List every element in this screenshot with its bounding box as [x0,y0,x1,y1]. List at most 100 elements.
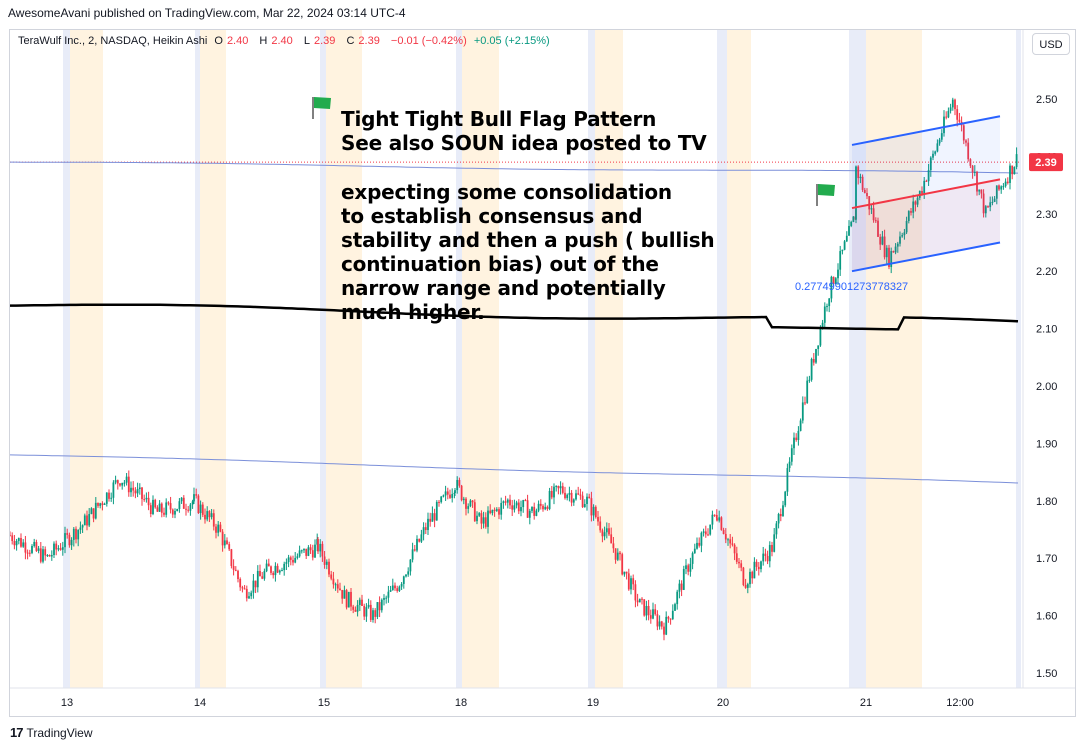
candle-body [239,579,242,588]
candle-body [779,514,782,517]
candle-body [136,488,139,494]
candle-body [1006,181,1009,183]
candle-body [627,573,630,590]
candle-body [819,327,822,346]
open-label: O [214,35,223,47]
premarket-band [462,30,499,688]
candle-body [777,514,780,524]
candle-body [594,506,597,518]
candle-body [112,482,115,498]
candle-body [206,511,209,520]
candle-body [502,501,505,503]
candle-body [766,555,769,562]
candle-body [458,480,461,486]
candle-body [154,499,157,508]
candle-body [197,495,200,514]
currency-button[interactable]: USD [1032,33,1070,55]
session-band [1016,30,1021,688]
candle-body [982,193,985,214]
candle-body [195,494,198,496]
candle-body [746,584,749,588]
candle-body [643,599,646,616]
x-tick-label: 18 [455,697,467,709]
annotation-title[interactable]: Tight Tight Bull Flag Pattern See also S… [341,107,707,155]
candle-body [572,499,575,503]
candle-body [998,185,1000,190]
candle-body [223,540,226,546]
candle-body [823,306,826,323]
candle-body [863,189,866,194]
candle-body [579,494,582,496]
candle-body [250,592,253,597]
candle-body [667,616,670,619]
candle-body [160,503,163,513]
candle-body [874,220,877,222]
candle-body [119,483,121,486]
candle-body [97,502,99,506]
candle-body [378,602,381,611]
session-band [588,30,595,688]
candle-body [354,609,357,612]
annotation-body-line: stability and then a push ( bullish [341,228,715,252]
candle-body [169,503,172,510]
candle-body [254,580,257,588]
candle-body [550,490,553,498]
candle-body [321,543,324,557]
candle-body [630,578,632,590]
candle-body [899,236,901,244]
footer-brand[interactable]: 17 TradingView [10,725,93,740]
symbol-name[interactable]: TeraWulf Inc., 2, NASDAQ, Heikin Ashi [18,35,208,47]
candle-body [905,220,908,233]
candle-body [879,236,882,245]
candle-body [465,498,467,509]
candle-body [427,518,429,531]
candle-body [680,583,683,590]
x-tick-label: 20 [717,697,729,709]
candle-body [513,505,516,510]
candle-body [234,569,237,571]
candle-body [480,513,483,524]
annotation-body[interactable]: expecting some consolidation to establis… [341,180,715,324]
candle-body [553,486,555,498]
candle-body [241,587,244,589]
candle-body [1002,186,1005,188]
candle-body [623,571,626,575]
candle-body [424,527,427,531]
candle-body [11,535,14,542]
candle-body [932,153,934,158]
candle-body [638,598,641,603]
candle-body [877,220,879,237]
annotation-title-line: Tight Tight Bull Flag Pattern [341,107,657,131]
candle-body [804,402,806,404]
candle-body [632,578,635,585]
candle-body [689,563,692,572]
candle-body [965,140,967,143]
premarket-band [200,30,226,688]
y-tick-label: 1.50 [1036,668,1057,680]
annotation-title-line: See also SOUN idea posted to TV [341,131,707,155]
candle-body [693,548,696,554]
candle-body [912,201,915,213]
candle-body [221,531,224,546]
candle-body [125,476,128,483]
candle-body [471,500,474,503]
session-band [717,30,727,688]
candle-body [784,491,787,506]
candle-body [317,539,319,552]
candle-body [440,496,443,503]
candle-body [59,548,62,550]
candle-body [788,461,791,469]
moving-average-slow-line [10,303,1019,331]
candle-body [910,211,912,213]
candle-body [542,505,544,510]
candle-body [962,125,965,141]
candle-body [790,448,793,462]
candle-body [134,490,137,494]
y-tick-label: 1.60 [1036,611,1057,623]
candle-body [647,606,650,616]
candle-body [506,499,509,503]
candle-body [980,189,983,194]
candle-body [365,607,368,617]
candle-body [762,553,765,562]
candle-body [859,176,862,179]
